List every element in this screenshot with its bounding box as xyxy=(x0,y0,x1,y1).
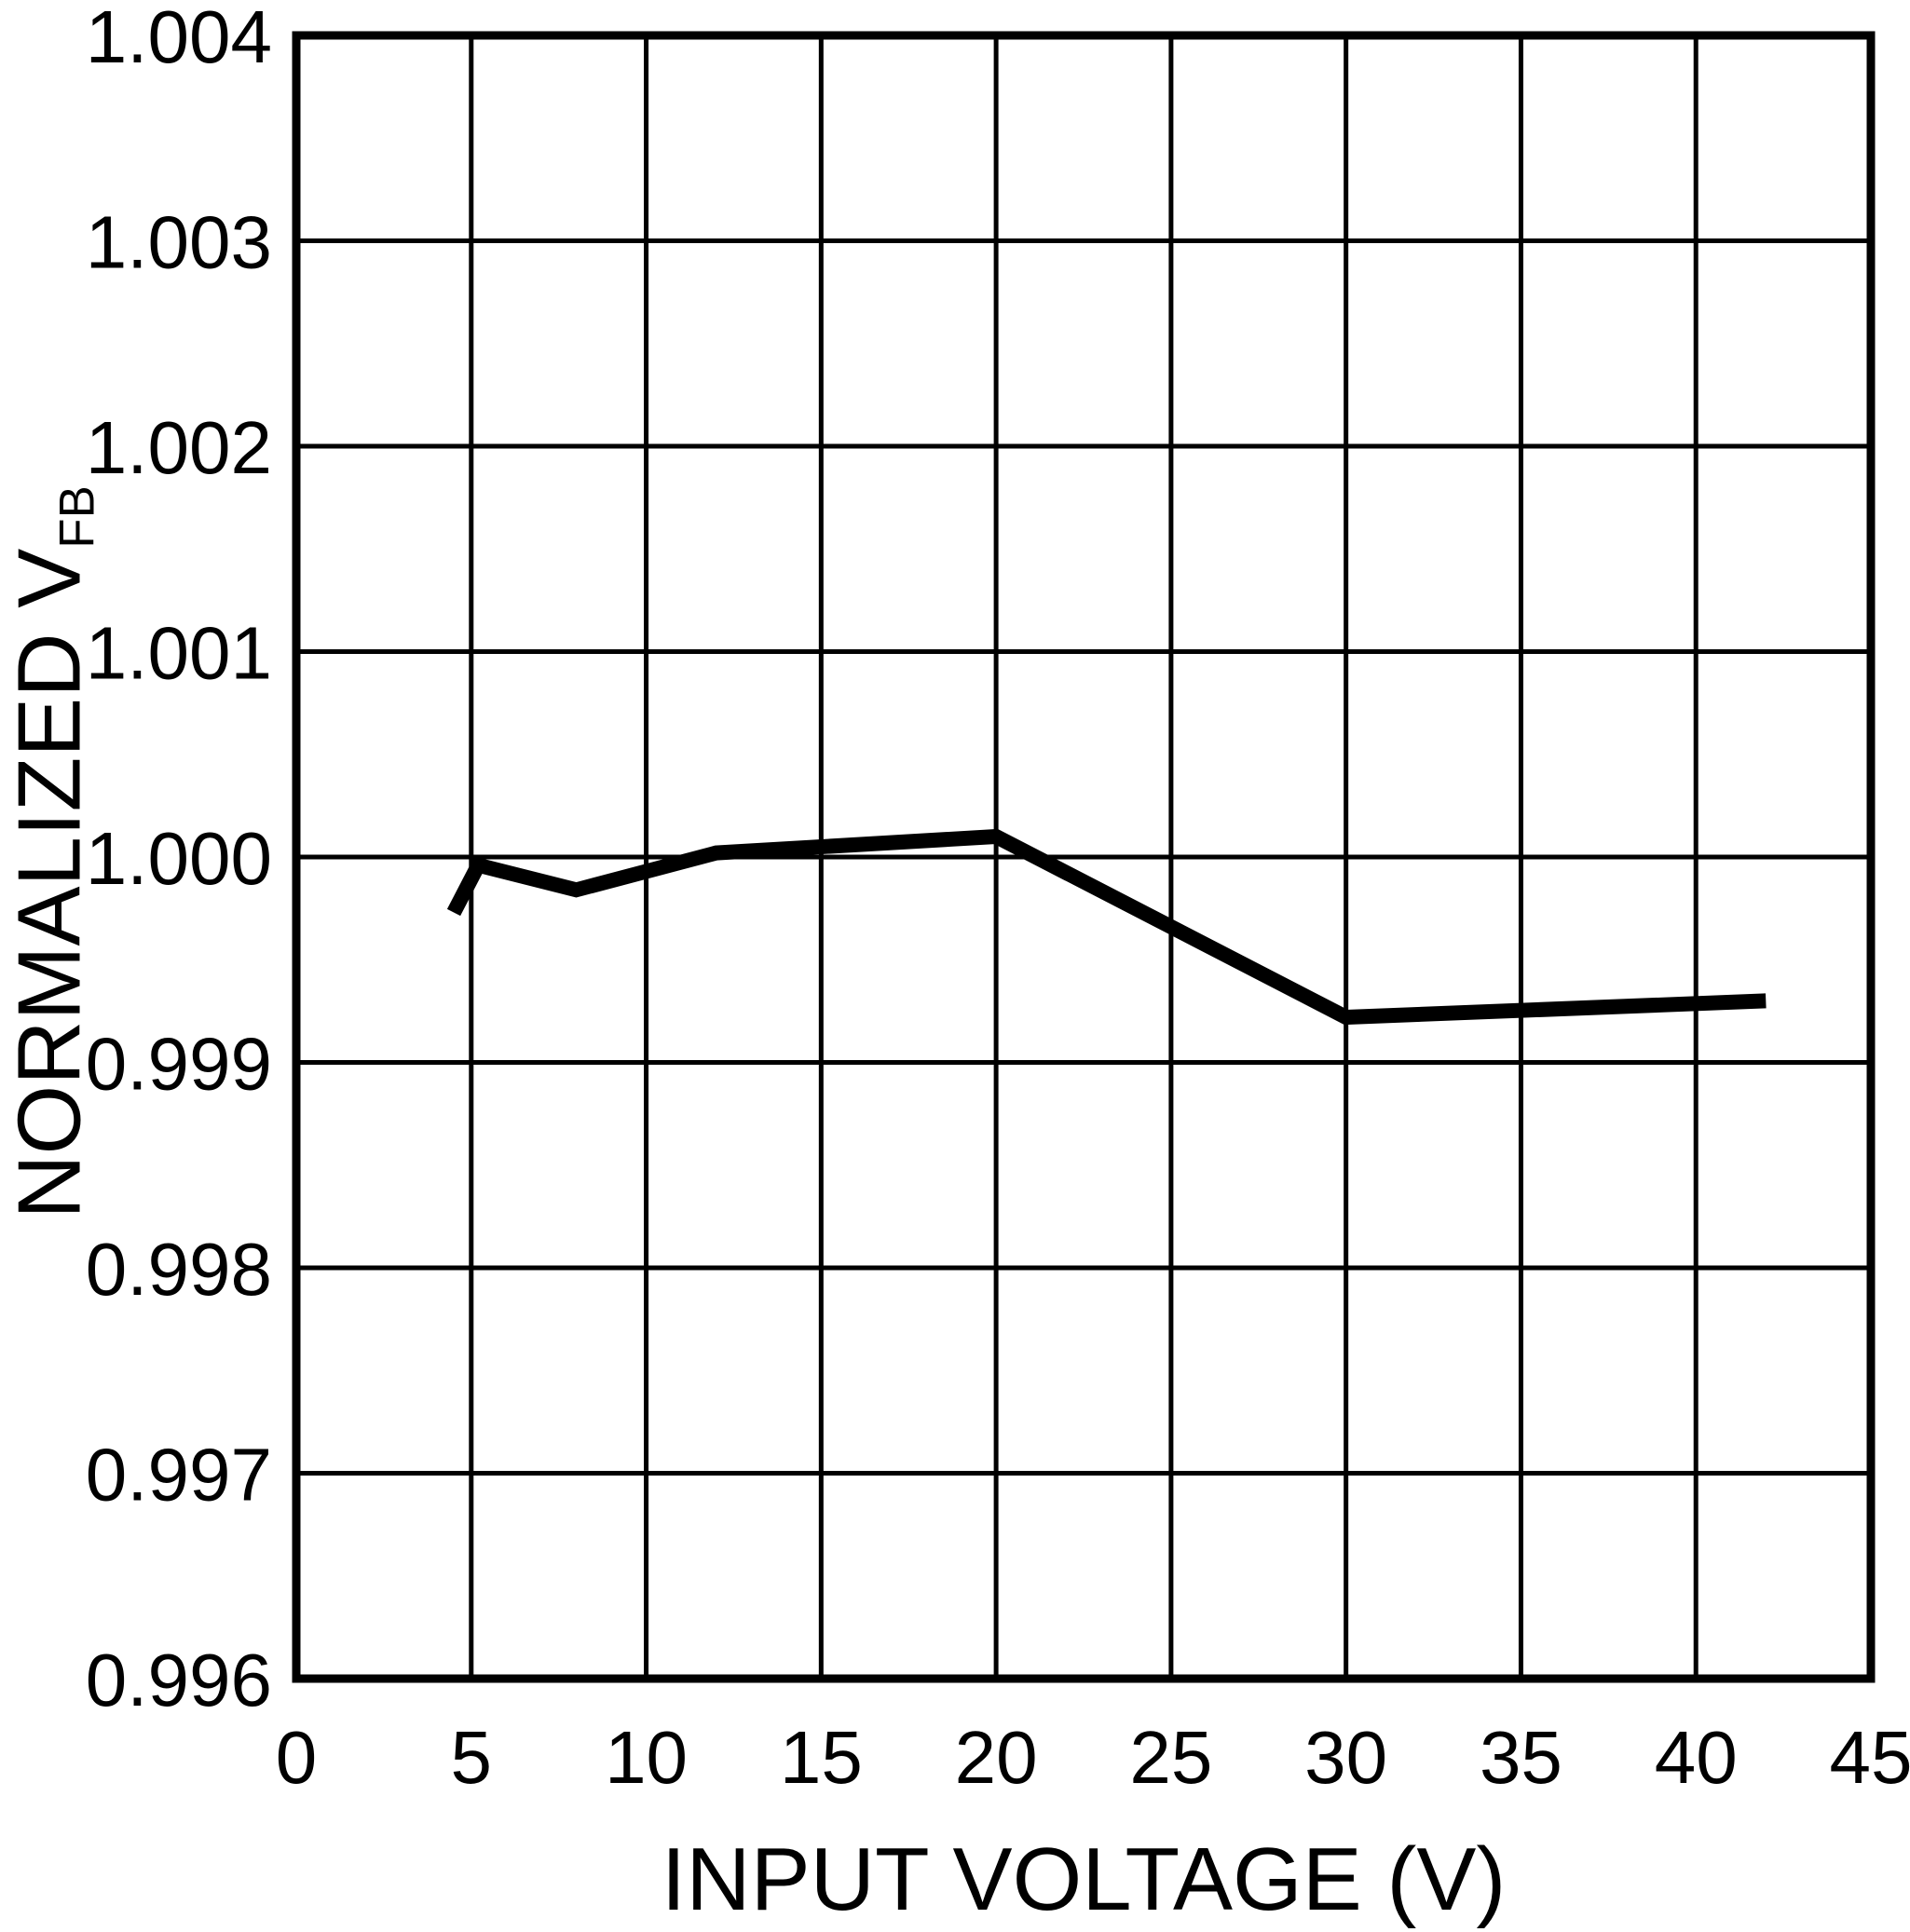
y-tick-label: 1.000 xyxy=(86,817,272,900)
y-tick-label: 1.001 xyxy=(86,612,272,695)
x-tick-label: 40 xyxy=(1655,1716,1738,1799)
x-tick-label: 30 xyxy=(1304,1716,1387,1799)
x-tick-label: 5 xyxy=(451,1716,493,1799)
y-tick-label: 0.998 xyxy=(86,1228,272,1311)
y-tick-label: 0.997 xyxy=(86,1434,272,1517)
x-tick-label: 10 xyxy=(605,1716,688,1799)
y-axis-title-subscript: FB xyxy=(49,485,105,549)
x-tick-label: 45 xyxy=(1830,1716,1910,1799)
data-line xyxy=(446,828,1767,1026)
y-tick-label: 1.004 xyxy=(86,0,272,78)
y-tick-label: 1.002 xyxy=(86,406,272,489)
x-axis-title: INPUT VOLTAGE (V) xyxy=(661,1830,1507,1929)
x-tick-label: 35 xyxy=(1480,1716,1562,1799)
x-tick-label: 15 xyxy=(780,1716,863,1799)
x-tick-label: 25 xyxy=(1129,1716,1212,1799)
plot-border xyxy=(292,31,1876,1683)
y-axis-title: NORMALIZED VFB xyxy=(0,485,105,1219)
y-tick-label: 1.003 xyxy=(86,201,272,284)
y-tick-label: 0.999 xyxy=(86,1023,272,1106)
y-tick-label: 0.996 xyxy=(86,1639,272,1721)
y-axis-title-main: NORMALIZED V xyxy=(0,548,100,1219)
x-tick-label: 20 xyxy=(955,1716,1038,1799)
x-tick-label: 0 xyxy=(276,1716,318,1799)
